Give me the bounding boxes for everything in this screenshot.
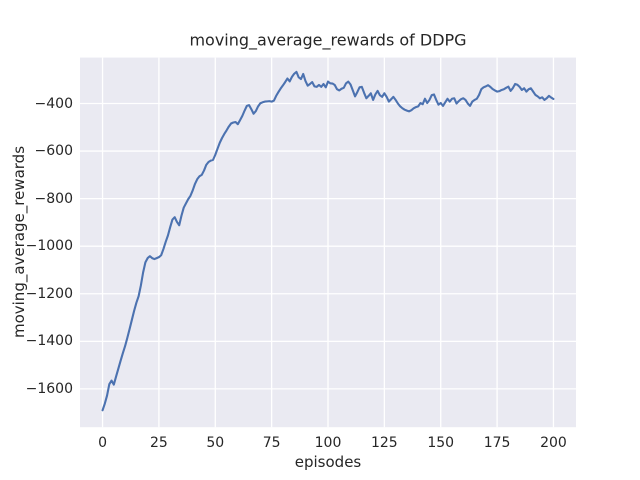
- x-tick-label: 75: [262, 435, 281, 451]
- y-tick-label: −1000: [25, 238, 73, 255]
- x-tick-label: 50: [206, 435, 225, 451]
- x-tick-label: 0: [98, 435, 107, 451]
- x-axis-label: episodes: [294, 453, 362, 471]
- y-tick-label: −400: [34, 95, 73, 112]
- y-tick-label: −600: [34, 143, 73, 160]
- x-tick-label: 175: [483, 435, 511, 451]
- x-tick-label: 100: [314, 435, 342, 451]
- x-tick-label: 150: [427, 435, 455, 451]
- chart-title: moving_average_rewards of DDPG: [189, 30, 467, 50]
- x-tick-label: 25: [149, 435, 168, 451]
- ddpg-reward-line: [101, 70, 555, 412]
- y-tick-label: −800: [34, 190, 73, 207]
- x-tick-label: 125: [370, 435, 398, 451]
- y-tick-label: −1600: [25, 380, 73, 397]
- y-tick-label: −1400: [25, 333, 73, 350]
- x-tick-label: 200: [540, 435, 567, 451]
- y-tick-label: −1200: [25, 285, 73, 302]
